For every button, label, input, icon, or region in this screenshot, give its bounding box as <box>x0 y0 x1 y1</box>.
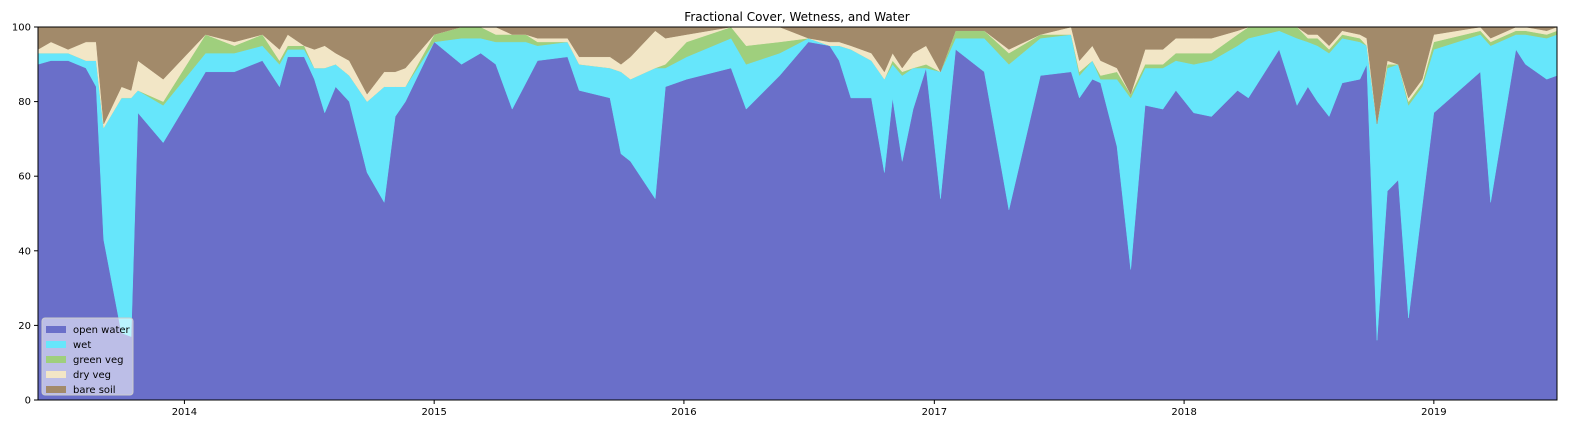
legend-swatch-open-water <box>46 326 66 333</box>
legend-swatch-wet <box>46 341 66 348</box>
x-tick-label: 2016 <box>671 407 696 418</box>
x-tick-label: 2014 <box>172 407 197 418</box>
legend-label-wet: wet <box>73 340 91 351</box>
y-tick-label: 100 <box>12 23 31 34</box>
legend-swatch-dry-veg <box>46 371 66 378</box>
chart-title: Fractional Cover, Wetness, and Water <box>684 10 909 24</box>
y-tick-label: 20 <box>18 321 31 332</box>
legend-swatch-green-veg <box>46 356 66 363</box>
y-tick-label: 40 <box>18 246 31 257</box>
stacked-areas <box>37 26 1558 401</box>
x-tick-label: 2019 <box>1421 407 1446 418</box>
y-tick-label: 80 <box>18 97 31 108</box>
legend-label-open-water: open water <box>73 325 131 336</box>
legend-label-dry-veg: dry veg <box>73 370 111 381</box>
y-tick-label: 60 <box>18 172 31 183</box>
x-tick-label: 2018 <box>1171 407 1196 418</box>
y-tick-label: 0 <box>25 396 31 407</box>
legend-label-bare-soil: bare soil <box>73 385 116 396</box>
x-axis: 2014 2015 2016 2017 2018 2019 <box>172 400 1447 418</box>
x-tick-label: 2015 <box>421 407 446 418</box>
legend: open water wet green veg dry veg bare soil <box>41 317 134 396</box>
x-tick-label: 2017 <box>922 407 947 418</box>
plot-frame <box>37 26 1558 401</box>
legend-label-green-veg: green veg <box>73 355 123 366</box>
y-axis: 0 20 40 60 80 100 <box>12 23 38 407</box>
legend-swatch-bare-soil <box>46 386 66 393</box>
